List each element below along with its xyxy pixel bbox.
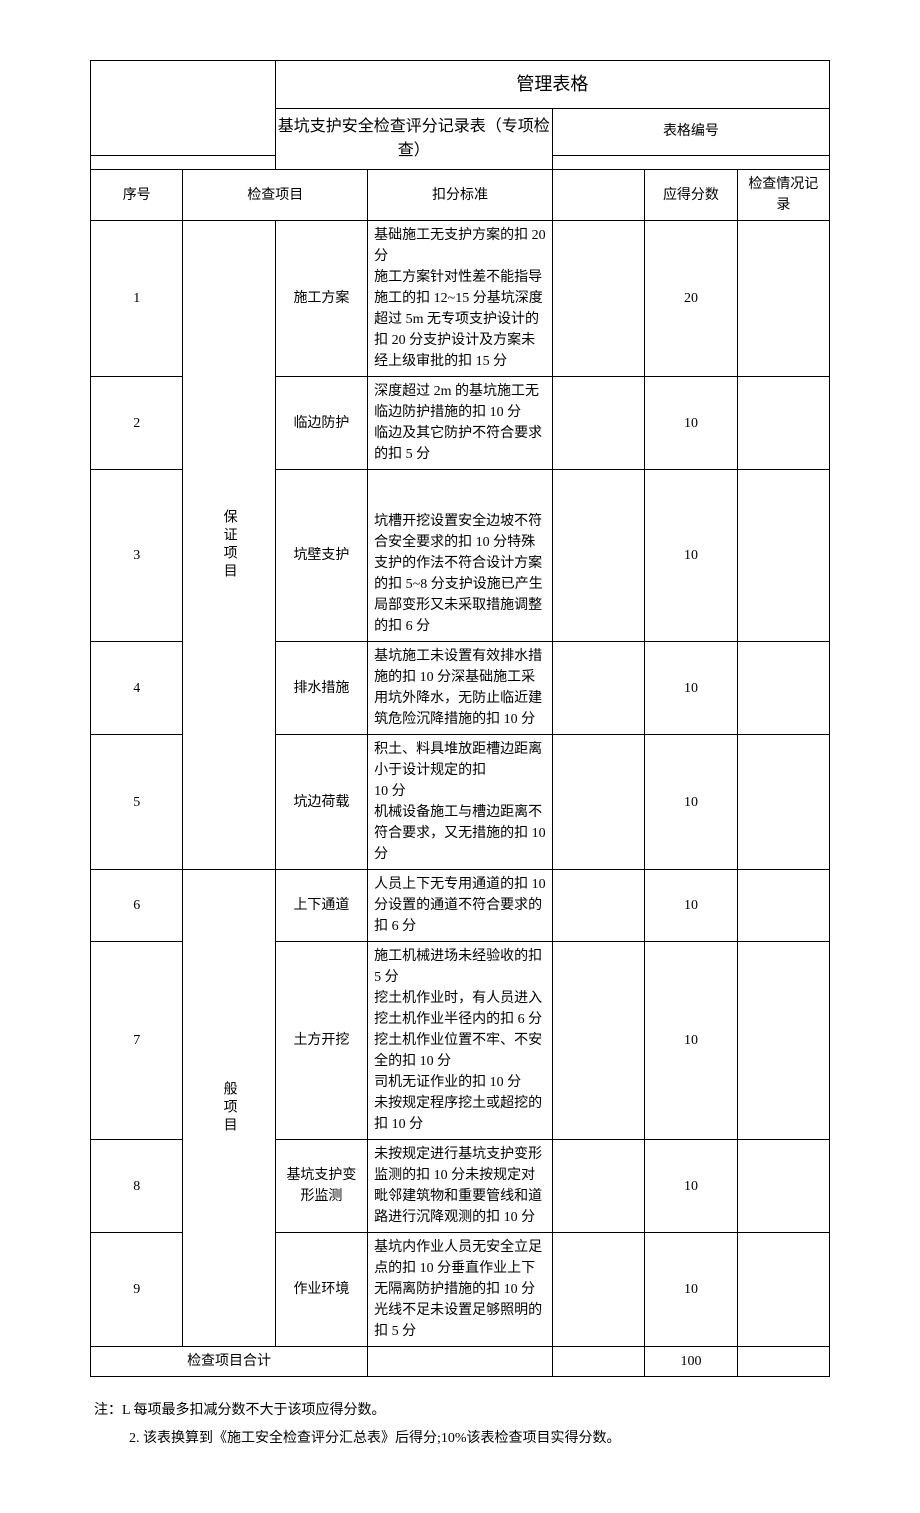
cell-seq: 8 [91, 1140, 183, 1233]
cell-seq: 7 [91, 942, 183, 1140]
cell-score: 10 [645, 1140, 737, 1233]
cell-std: 人员上下无专用通道的扣 10 分设置的通道不符合要求的扣 6 分 [368, 870, 553, 942]
total-score: 100 [645, 1347, 737, 1377]
cell-seq: 6 [91, 870, 183, 942]
cell-item: 排水措施 [275, 642, 367, 735]
total-label: 检查项目合计 [91, 1347, 368, 1377]
form-number-label: 表格编号 [552, 109, 829, 156]
col-header-gap [552, 170, 644, 221]
cell-record [737, 870, 829, 942]
cell-score: 10 [645, 377, 737, 470]
col-header-record: 检查情况记录 [737, 170, 829, 221]
col-header-seq: 序号 [91, 170, 183, 221]
category-guarantee: 保证项目 [183, 221, 275, 870]
notes: 注：L 每项最多扣减分数不大于该项应得分数。 2. 该表换算到《施工安全检查评分… [90, 1397, 830, 1453]
cell-record [737, 470, 829, 642]
scoring-table: 管理表格 基坑支护安全检查评分记录表（专项检查） 表格编号 序号 检查项目 扣分… [90, 60, 830, 1377]
cell-std: 深度超过 2m 的基坑施工无临边防护措施的扣 10 分 临边及其它防护不符合要求… [368, 377, 553, 470]
cell-std: 积土、料具堆放距槽边距离小于设计规定的扣 10 分 机械设备施工与槽边距离不符合… [368, 735, 553, 870]
col-header-std: 扣分标准 [368, 170, 553, 221]
cell-score: 10 [645, 1233, 737, 1347]
cell-item: 作业环境 [275, 1233, 367, 1347]
cell-record [737, 642, 829, 735]
col-header-score: 应得分数 [645, 170, 737, 221]
cell-std: 未按规定进行基坑支护变形监测的扣 10 分未按规定对毗邻建筑物和重要管线和道路进… [368, 1140, 553, 1233]
cell-std: 基坑内作业人员无安全立足点的扣 10 分垂直作业上下无隔离防护措施的扣 10 分… [368, 1233, 553, 1347]
cell-item: 上下通道 [275, 870, 367, 942]
cell-record [737, 377, 829, 470]
main-title: 管理表格 [275, 61, 829, 109]
cell-seq: 4 [91, 642, 183, 735]
cell-seq: 2 [91, 377, 183, 470]
note-line-2: 2. 该表换算到《施工安全检查评分汇总表》后得分;10%该表检查项目实得分数。 [94, 1425, 830, 1453]
cell-item: 坑壁支护 [275, 470, 367, 642]
cell-seq: 3 [91, 470, 183, 642]
cell-item: 基坑支护变形监测 [275, 1140, 367, 1233]
cell-item: 施工方案 [275, 221, 367, 377]
cell-seq: 9 [91, 1233, 183, 1347]
cell-record [737, 221, 829, 377]
cell-record [737, 1140, 829, 1233]
cell-std: 坑槽开挖设置安全边坡不符合安全要求的扣 10 分特殊支护的作法不符合设计方案的扣… [368, 470, 553, 642]
category-general: 般项目 [183, 870, 275, 1347]
form-number-value [552, 155, 829, 169]
cell-score: 10 [645, 642, 737, 735]
subtitle: 基坑支护安全检查评分记录表（专项检查） [275, 109, 552, 170]
cell-std: 基坑施工未设置有效排水措施的扣 10 分深基础施工采用坑外降水，无防止临近建筑危… [368, 642, 553, 735]
col-header-item: 检查项目 [183, 170, 368, 221]
cell-score: 10 [645, 870, 737, 942]
cell-item: 土方开挖 [275, 942, 367, 1140]
cell-score: 10 [645, 735, 737, 870]
cell-score: 10 [645, 470, 737, 642]
cell-score: 10 [645, 942, 737, 1140]
table-row: 1 保证项目 施工方案 基础施工无支护方案的扣 20 分 施工方案针对性差不能指… [91, 221, 830, 377]
cell-std: 基础施工无支护方案的扣 20 分 施工方案针对性差不能指导施工的扣 12~15 … [368, 221, 553, 377]
cell-item: 临边防护 [275, 377, 367, 470]
cell-record [737, 1233, 829, 1347]
cell-record [737, 942, 829, 1140]
note-line-1: 注：L 每项最多扣减分数不大于该项应得分数。 [94, 1397, 830, 1425]
cell-seq: 1 [91, 221, 183, 377]
total-row: 检查项目合计 100 [91, 1347, 830, 1377]
cell-score: 20 [645, 221, 737, 377]
cell-seq: 5 [91, 735, 183, 870]
cell-std: 施工机械进场未经验收的扣 5 分 挖土机作业时，有人员进入挖土机作业半径内的扣 … [368, 942, 553, 1140]
cell-record [737, 735, 829, 870]
cell-item: 坑边荷载 [275, 735, 367, 870]
table-row: 6 般项目 上下通道 人员上下无专用通道的扣 10 分设置的通道不符合要求的扣 … [91, 870, 830, 942]
